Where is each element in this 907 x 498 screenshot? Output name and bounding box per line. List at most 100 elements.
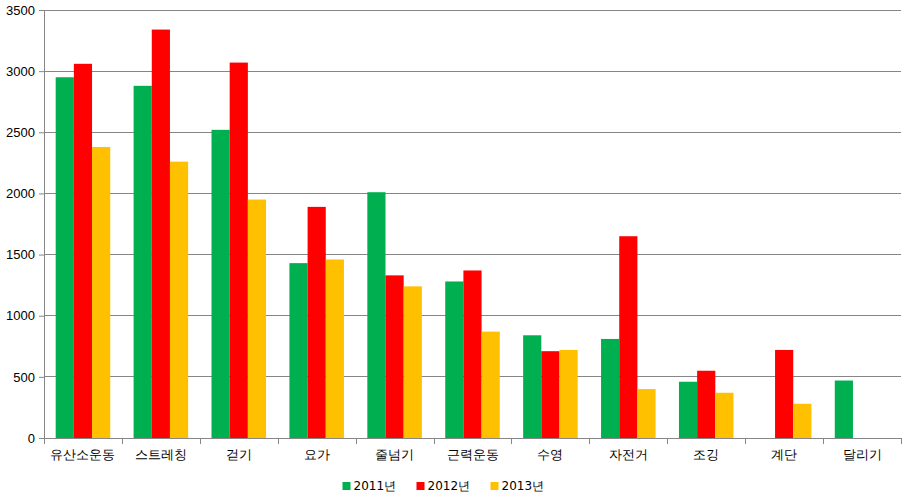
bar (152, 30, 170, 438)
category-separators (45, 438, 902, 444)
x-tick: 스트레칭 (135, 438, 187, 462)
grid (44, 10, 901, 438)
x-tick-label: 자전거 (609, 447, 648, 462)
bar (482, 332, 500, 438)
bar (134, 86, 152, 438)
x-tick: 요가 (304, 438, 330, 462)
y-tick-label: 1000 (6, 308, 35, 323)
bar (230, 63, 248, 438)
bar (56, 77, 74, 438)
bar (793, 404, 811, 438)
y-tick: 1500 (6, 247, 44, 262)
y-tick: 2000 (6, 186, 44, 201)
x-tick-label: 걷기 (226, 447, 252, 462)
x-tick-label: 스트레칭 (135, 447, 187, 462)
category-separator (823, 438, 824, 444)
grid-line (44, 71, 901, 72)
y-tick-mark (39, 10, 44, 11)
y-tick-mark (39, 132, 44, 133)
bar (404, 286, 422, 438)
bar (679, 382, 697, 438)
bar (541, 351, 559, 438)
x-tick: 조깅 (693, 438, 719, 462)
bar (523, 335, 541, 438)
bar (248, 200, 266, 438)
bar (92, 147, 110, 438)
bar (463, 270, 481, 438)
y-tick-label: 1500 (6, 247, 35, 262)
y-tick: 0 (28, 431, 44, 446)
category-separator (122, 438, 123, 444)
chart: 0 500 1000 1500 2000 2500 3000 3500 유산소운동 스트레칭 걷기 요… (0, 0, 907, 498)
x-tick: 근력운동 (447, 438, 499, 462)
bar (212, 130, 230, 438)
category-separator (44, 438, 45, 444)
y-tick-mark (39, 438, 44, 439)
x-tick: 수영 (537, 438, 563, 462)
grid-line (44, 10, 901, 11)
category-separator (901, 438, 902, 444)
x-tick-label: 조깅 (693, 447, 719, 462)
legend-item: 2013년 (491, 479, 545, 493)
legend-item: 2012년 (417, 479, 471, 493)
bar (715, 393, 733, 438)
x-tick: 걷기 (226, 438, 252, 462)
y-tick-mark (39, 316, 44, 317)
legend-label: 2013년 (502, 479, 545, 493)
x-tick-label: 수영 (537, 447, 563, 462)
x-tick: 자전거 (609, 438, 648, 462)
series (56, 77, 853, 438)
legend-swatch (417, 482, 425, 490)
y-tick-label: 0 (28, 431, 35, 446)
category-separator (511, 438, 512, 444)
x-tick-label: 근력운동 (447, 447, 499, 462)
x-tick: 계단 (771, 438, 797, 462)
y-tick-mark (39, 193, 44, 194)
y-tick-mark (39, 255, 44, 256)
bar (170, 162, 188, 438)
y-tick: 3500 (6, 3, 44, 18)
bar (308, 207, 326, 438)
y-tick-label: 500 (13, 370, 35, 385)
bar (601, 339, 619, 438)
y-tick: 500 (13, 370, 44, 385)
legend-label: 2012년 (428, 479, 471, 493)
legend-label: 2011년 (354, 479, 397, 493)
series (92, 147, 811, 438)
y-tick: 3000 (6, 64, 44, 79)
x-axis-line (45, 438, 902, 439)
bars (56, 30, 853, 438)
x-tick: 유산소운동 (50, 438, 115, 462)
category-separator (278, 438, 279, 444)
bar (559, 350, 577, 438)
bar (775, 350, 793, 438)
x-tick: 줄넘기 (375, 438, 414, 462)
bar (445, 281, 463, 438)
y-tick-label: 2000 (6, 186, 35, 201)
bar (386, 275, 404, 438)
y-axis-line (39, 11, 45, 439)
grid-line (44, 132, 901, 133)
x-tick-label: 유산소운동 (50, 447, 115, 462)
x-tick-label: 줄넘기 (375, 447, 414, 462)
y-tick-label: 3000 (6, 64, 35, 79)
y-tick-mark (39, 71, 44, 72)
x-tick-label: 계단 (771, 447, 797, 462)
bar (697, 371, 715, 438)
x-tick: 달리기 (843, 438, 882, 462)
x-tick-label: 달리기 (843, 447, 882, 462)
bar (289, 263, 307, 438)
category-separator (356, 438, 357, 444)
category-separator (589, 438, 590, 444)
y-axis: 0 500 1000 1500 2000 2500 3000 3500 (6, 3, 44, 446)
y-tick: 1000 (6, 308, 44, 323)
bar (326, 259, 344, 438)
legend: 2011년 2012년 2013년 (343, 479, 545, 493)
legend-item: 2011년 (343, 479, 397, 493)
category-separator (667, 438, 668, 444)
y-tick-mark (39, 377, 44, 378)
category-separator (434, 438, 435, 444)
y-tick: 2500 (6, 125, 44, 140)
category-separator (200, 438, 201, 444)
x-tick-label: 요가 (304, 447, 330, 462)
